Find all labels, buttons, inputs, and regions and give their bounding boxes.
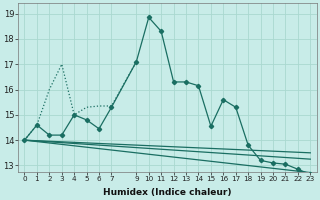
X-axis label: Humidex (Indice chaleur): Humidex (Indice chaleur) — [103, 188, 232, 197]
